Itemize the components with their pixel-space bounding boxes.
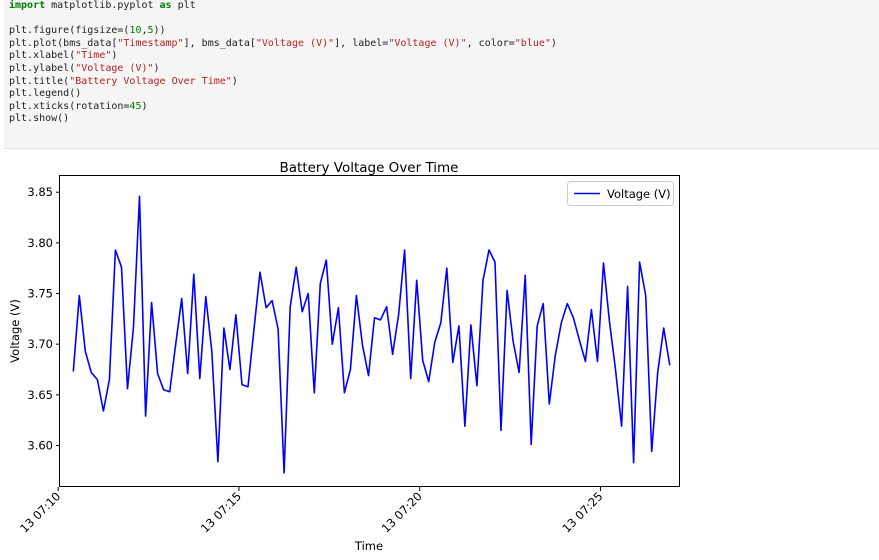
code-token: "Time" [75, 50, 112, 62]
code-line: plt.show() [9, 113, 879, 126]
code-token: ) [153, 62, 160, 74]
code-token: plt.title( [9, 75, 70, 87]
y-axis-label: Voltage (V) [8, 299, 22, 363]
code-token: "blue" [514, 37, 551, 49]
y-tick-label: 3.65 [27, 388, 53, 402]
y-tick-label: 3.85 [27, 185, 53, 199]
plot-output: Battery Voltage Over Time 3.60 3.65 3.70 3.… [0, 150, 879, 560]
code-token: import [9, 0, 46, 11]
x-tick-label: 13 07:10 [17, 489, 63, 535]
x-tick-label: 13 07:15 [198, 489, 244, 535]
code-token: "Timestamp" [117, 37, 184, 49]
code-token: 45 [129, 100, 142, 112]
plot-area-frame [59, 175, 680, 487]
code-token: "Voltage (V)" [388, 37, 467, 49]
chart-title: Battery Voltage Over Time [280, 160, 459, 176]
x-tick-label: 13 07:20 [379, 489, 425, 535]
code-line: plt.legend() [9, 88, 879, 101]
code-line [9, 13, 879, 26]
code-cell[interactable]: import matplotlib.pyplot as plt plt.figur… [4, 0, 879, 149]
code-token: plt [171, 0, 196, 11]
code-token: , [141, 25, 148, 37]
code-token: ) [141, 100, 148, 112]
legend-box [567, 181, 674, 206]
code-token: ], label= [334, 37, 389, 49]
code-token: plt.legend() [9, 88, 82, 100]
legend-label: Voltage (V) [607, 187, 671, 201]
code-token: 5 [147, 25, 154, 37]
x-tick-label: 13 07:25 [559, 489, 605, 535]
code-token: "Battery Voltage Over Time" [69, 75, 232, 87]
code-token: ) [231, 75, 238, 87]
code-token: as [159, 0, 172, 11]
code-token: )) [153, 25, 166, 37]
code-line: import matplotlib.pyplot as plt [9, 0, 879, 13]
code-line: plt.title("Battery Voltage Over Time") [9, 76, 879, 89]
voltage-chart: Battery Voltage Over Time 3.60 3.65 3.70 3.… [8, 160, 680, 553]
code-token: ], bms_data[ [183, 37, 256, 49]
code-token: ) [111, 50, 118, 62]
code-line: plt.figure(figsize=(10,5)) [9, 25, 879, 38]
code-token: plt.xlabel( [9, 50, 76, 62]
code-token: 10 [129, 25, 142, 37]
code-token: "Voltage (V)" [75, 62, 154, 74]
code-token: "Voltage (V)" [255, 37, 335, 49]
code-token: plt.xticks(rotation= [9, 100, 130, 112]
code-line: plt.xticks(rotation=45) [9, 101, 879, 114]
y-tick-label: 3.70 [27, 337, 53, 351]
code-token: , color= [466, 37, 515, 49]
x-axis-label: Time [354, 539, 383, 553]
y-tick-label: 3.80 [27, 236, 53, 250]
y-tick-label: 3.75 [27, 287, 53, 301]
code-token: matplotlib.pyplot [45, 0, 160, 11]
code-token: plt.figure(figsize=( [9, 25, 130, 37]
code-line: plt.plot(bms_data["Timestamp"], bms_data… [9, 38, 879, 51]
y-tick-label: 3.60 [27, 438, 53, 452]
code-token: plt.show() [9, 113, 70, 125]
code-line: plt.xlabel("Time") [9, 50, 879, 63]
code-line: plt.ylabel("Voltage (V)") [9, 63, 879, 76]
legend: Voltage (V) [567, 181, 674, 206]
voltage-series-line [72, 195, 671, 474]
code-token: plt.ylabel( [9, 62, 76, 74]
code-token: ) [550, 37, 557, 49]
code-token: plt.plot(bms_data[ [9, 37, 118, 49]
